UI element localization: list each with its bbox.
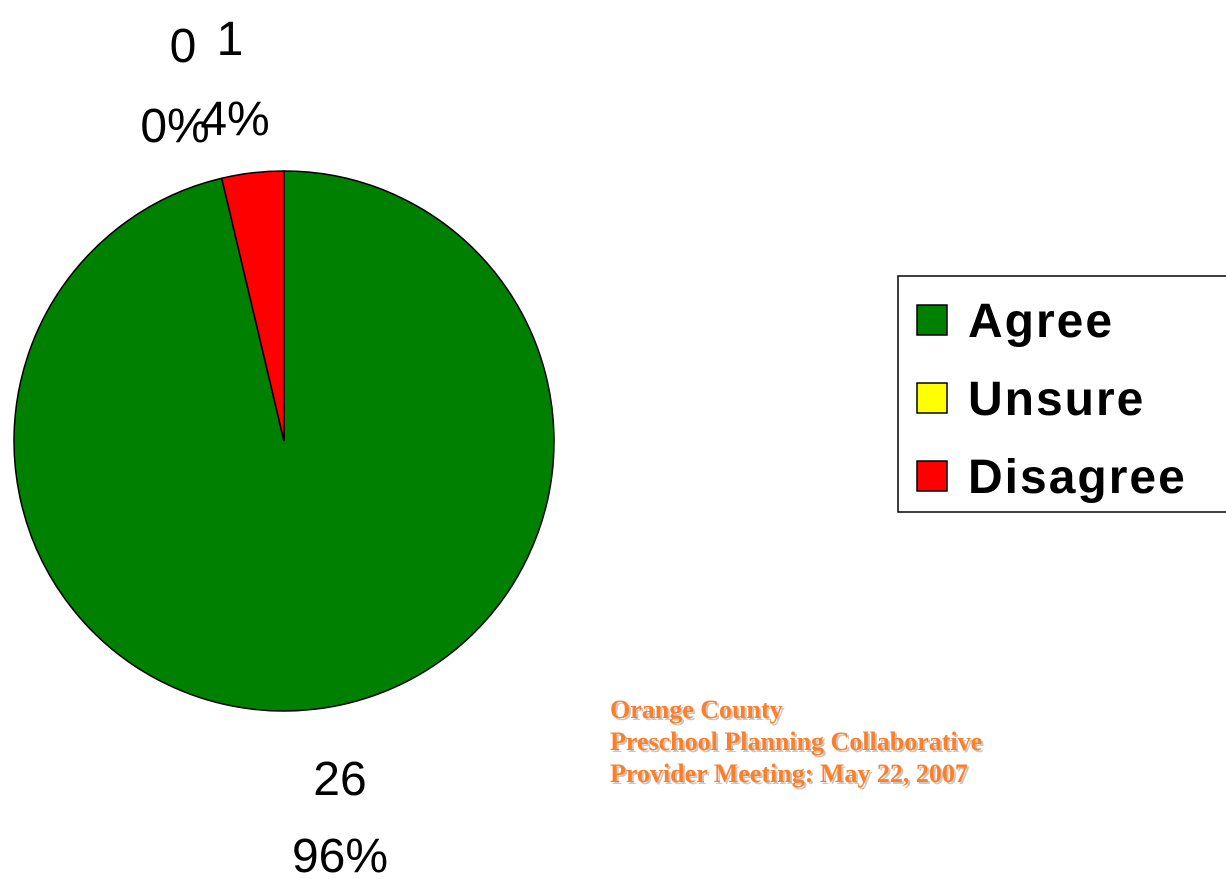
data-label: 1 [217,13,244,66]
legend-label: Unsure [968,373,1145,426]
percent-label: 0% [140,100,209,153]
footer-shadow: Preschool Planning Collaborative [612,729,984,758]
data-label: 26 [313,753,366,806]
legend-label: Disagree [968,451,1187,504]
footer-text: Preschool Planning Collaborative [610,727,982,756]
data-label: 0 [170,20,197,73]
pie-slice [220,170,285,442]
footer-text: Provider Meeting: May 22, 2007 [610,759,968,788]
legend-swatch [916,382,948,414]
legend-swatch [916,460,948,492]
legend-swatch [916,304,948,336]
legend-label: Agree [968,295,1114,348]
footer-shadow: Provider Meeting: May 22, 2007 [612,761,970,790]
legend-box [897,275,1226,513]
percent-label: 96% [292,830,388,879]
percent-label: 4% [200,93,269,146]
footer-shadow: Orange County [612,697,785,726]
footer-text: Orange County [610,695,783,724]
